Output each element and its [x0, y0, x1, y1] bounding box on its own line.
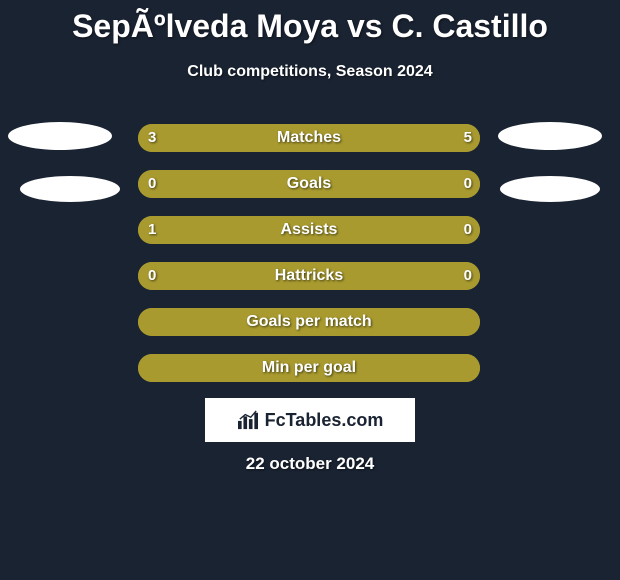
stat-row: Goals per match: [0, 308, 620, 336]
bar-track: [138, 354, 480, 382]
bar-track: [138, 124, 480, 152]
stat-row: Hattricks00: [0, 262, 620, 290]
bar-right-fill: [466, 308, 480, 336]
stat-value-left: 1: [148, 216, 156, 244]
bar-track: [138, 262, 480, 290]
logo-text: FcTables.com: [265, 410, 384, 431]
bar-left-fill: [138, 216, 405, 244]
stat-value-left: 0: [148, 262, 156, 290]
bar-track: [138, 216, 480, 244]
bar-left-fill: [138, 262, 309, 290]
logo-chart-icon: [237, 410, 259, 430]
bar-left-fill: [138, 170, 309, 198]
stat-row: Min per goal: [0, 354, 620, 382]
stat-value-right: 0: [464, 262, 472, 290]
fctables-logo: FcTables.com: [205, 398, 415, 442]
bar-right-fill: [309, 262, 480, 290]
bar-track: [138, 308, 480, 336]
stat-value-left: 3: [148, 124, 156, 152]
stat-row: Goals00: [0, 170, 620, 198]
subtitle: Club competitions, Season 2024: [0, 63, 620, 81]
stat-value-right: 5: [464, 124, 472, 152]
stat-row: Assists10: [0, 216, 620, 244]
comparison-bars: Matches35Goals00Assists10Hattricks00Goal…: [0, 124, 620, 400]
bar-left-fill: [138, 308, 466, 336]
bar-left-fill: [138, 124, 266, 152]
stat-row: Matches35: [0, 124, 620, 152]
bar-track: [138, 170, 480, 198]
bar-left-fill: [138, 354, 480, 382]
stat-value-left: 0: [148, 170, 156, 198]
bar-right-fill: [309, 170, 480, 198]
bar-right-fill: [266, 124, 480, 152]
stat-value-right: 0: [464, 170, 472, 198]
date-label: 22 october 2024: [0, 454, 620, 474]
stat-value-right: 0: [464, 216, 472, 244]
page-title: SepÃºlveda Moya vs C. Castillo: [0, 0, 620, 45]
